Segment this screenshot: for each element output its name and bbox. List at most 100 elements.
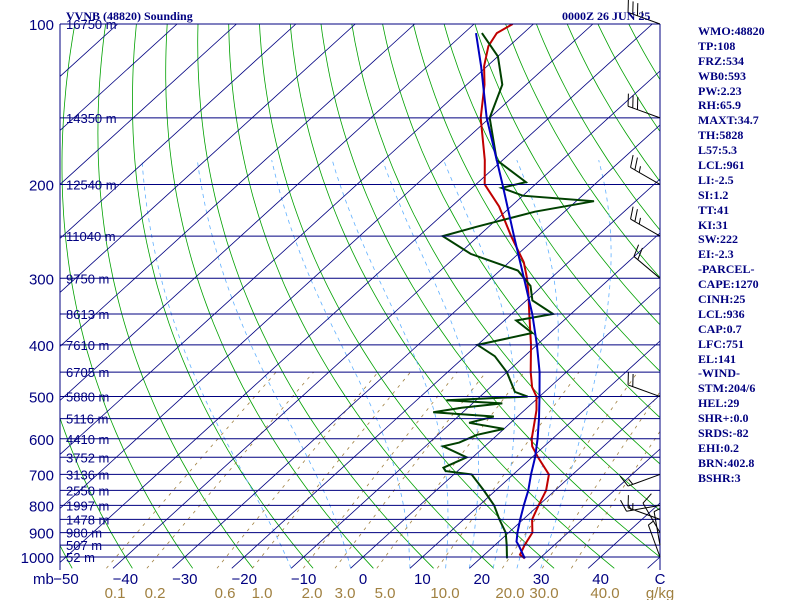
height-label: 6705 m bbox=[66, 365, 109, 380]
wind-barb bbox=[630, 154, 661, 185]
mixing-ratio-tick-label: 30.0 bbox=[529, 585, 558, 600]
temperature-tick-label: −50 bbox=[53, 571, 78, 588]
moist-adiabat bbox=[382, 159, 479, 569]
dry-adiabat bbox=[97, 24, 254, 569]
wind-barb bbox=[627, 372, 661, 398]
mixing-ratio-tick-label: 0.1 bbox=[105, 585, 126, 600]
wind-barb-flag bbox=[620, 499, 627, 512]
wind-barb-staff bbox=[633, 256, 661, 279]
dry-adiabat bbox=[289, 24, 615, 569]
wind-barb bbox=[627, 93, 661, 119]
index-line: CINH:25 bbox=[698, 292, 746, 307]
isotherm bbox=[0, 24, 58, 568]
wind-barb-flag bbox=[642, 493, 652, 504]
wind-barb-staff bbox=[630, 167, 661, 185]
index-line: TH:5828 bbox=[698, 128, 744, 143]
wind-barb bbox=[619, 473, 661, 487]
index-line: STM:204/6 bbox=[698, 381, 756, 396]
dry-adiabat bbox=[320, 24, 660, 558]
wind-barb-flag bbox=[630, 206, 634, 220]
dry-adiabat bbox=[382, 24, 660, 465]
pressure-tick-label: 200 bbox=[29, 177, 54, 194]
isotherm bbox=[60, 24, 475, 401]
index-panel: WMO:48820 TP:108 FRZ:534 WB0:593 PW:2.23 RH:6… bbox=[698, 24, 798, 486]
wind-barb-half-flag bbox=[628, 479, 634, 485]
mixing-ratio-tick-label: 3.0 bbox=[335, 585, 356, 600]
index-line: BRN:402.8 bbox=[698, 455, 755, 470]
index-line: HEL:29 bbox=[698, 396, 740, 411]
index-line: LCL:961 bbox=[698, 158, 745, 173]
index-line: LI:-2.5 bbox=[698, 172, 734, 187]
height-label: 507 m bbox=[66, 538, 102, 553]
dry-adiabat bbox=[597, 24, 660, 133]
mixing-ratio-tick-label: 1.0 bbox=[252, 585, 273, 600]
dry-adiabat bbox=[259, 24, 555, 569]
temperature-tick-label: −30 bbox=[172, 571, 197, 588]
height-label: 3752 m bbox=[66, 450, 109, 465]
wind-barb-staff bbox=[627, 11, 661, 25]
isotherm bbox=[112, 70, 660, 569]
dry-adiabat bbox=[412, 24, 660, 419]
dry-adiabat bbox=[60, 416, 133, 569]
index-line: BSHR:3 bbox=[698, 470, 741, 485]
dry-adiabat bbox=[474, 24, 660, 326]
dry-adiabat bbox=[60, 544, 73, 569]
mixing-ratio-line bbox=[334, 371, 487, 569]
index-line: CAPE:1270 bbox=[698, 277, 759, 292]
index-line: PW:2.23 bbox=[698, 83, 742, 98]
height-label: 16750 m bbox=[66, 17, 117, 32]
temperature-tick-label: −40 bbox=[113, 571, 138, 588]
wind-barb-flag bbox=[630, 154, 634, 168]
wind-barb bbox=[620, 499, 661, 512]
dry-adiabat bbox=[61, 24, 194, 569]
wind-barb-flag bbox=[637, 247, 643, 260]
moist-adiabat bbox=[516, 159, 559, 569]
height-label: 11040 m bbox=[66, 229, 116, 244]
temperature-tick-label: 30 bbox=[533, 571, 550, 588]
index-line: CAP:0.7 bbox=[698, 321, 742, 336]
height-label: 4410 m bbox=[66, 432, 109, 447]
isotherm bbox=[60, 24, 415, 347]
wind-barb-half-flag bbox=[653, 508, 660, 513]
isotherm bbox=[60, 24, 237, 185]
height-label: 980 m bbox=[66, 526, 102, 541]
moist-adiabat bbox=[540, 160, 612, 569]
wind-barb bbox=[633, 244, 661, 279]
isotherm bbox=[60, 24, 356, 293]
mixing-ratio-line bbox=[302, 371, 458, 569]
wind-barb-flag bbox=[633, 244, 640, 257]
pressure-tick-label: 500 bbox=[29, 390, 54, 407]
isotherm bbox=[350, 286, 660, 569]
isotherm bbox=[60, 24, 178, 131]
pressure-tick-label: 700 bbox=[29, 467, 54, 484]
mixing-ratio-tick-label: 0.2 bbox=[145, 585, 166, 600]
isotherm bbox=[172, 124, 660, 569]
isotherm bbox=[409, 340, 660, 569]
index-line: EI:-2.3 bbox=[698, 247, 734, 262]
wind-barb-flag bbox=[634, 209, 638, 222]
index-line: -PARCEL- bbox=[698, 262, 755, 277]
temperature-tick-label: 10 bbox=[414, 571, 431, 588]
pressure-tick-label: 300 bbox=[29, 271, 54, 288]
isotherm bbox=[469, 394, 660, 569]
isotherm bbox=[60, 24, 297, 239]
index-line: LFC:751 bbox=[698, 336, 744, 351]
wind-barb bbox=[647, 520, 661, 558]
mixing-ratio-line bbox=[216, 371, 379, 569]
temperature-tick-label: 0 bbox=[359, 571, 367, 588]
index-line: EL:141 bbox=[698, 351, 737, 366]
index-line: WMO:48820 bbox=[698, 24, 765, 38]
wind-barb bbox=[630, 206, 661, 237]
wind-barb-half-flag bbox=[638, 217, 641, 225]
wind-barb-flag bbox=[634, 157, 638, 171]
dry-adiabat bbox=[132, 24, 314, 569]
height-label: 52 m bbox=[66, 550, 95, 565]
mixing-ratio-tick-label: 40.0 bbox=[590, 585, 619, 600]
temperature-tick-label: 40 bbox=[592, 571, 609, 588]
isotherm bbox=[290, 232, 660, 569]
wind-barb-staff bbox=[630, 218, 661, 237]
isotherm bbox=[60, 24, 653, 563]
mixing-ratio-tick-label: 5.0 bbox=[375, 585, 396, 600]
index-line: SW:222 bbox=[698, 232, 739, 247]
